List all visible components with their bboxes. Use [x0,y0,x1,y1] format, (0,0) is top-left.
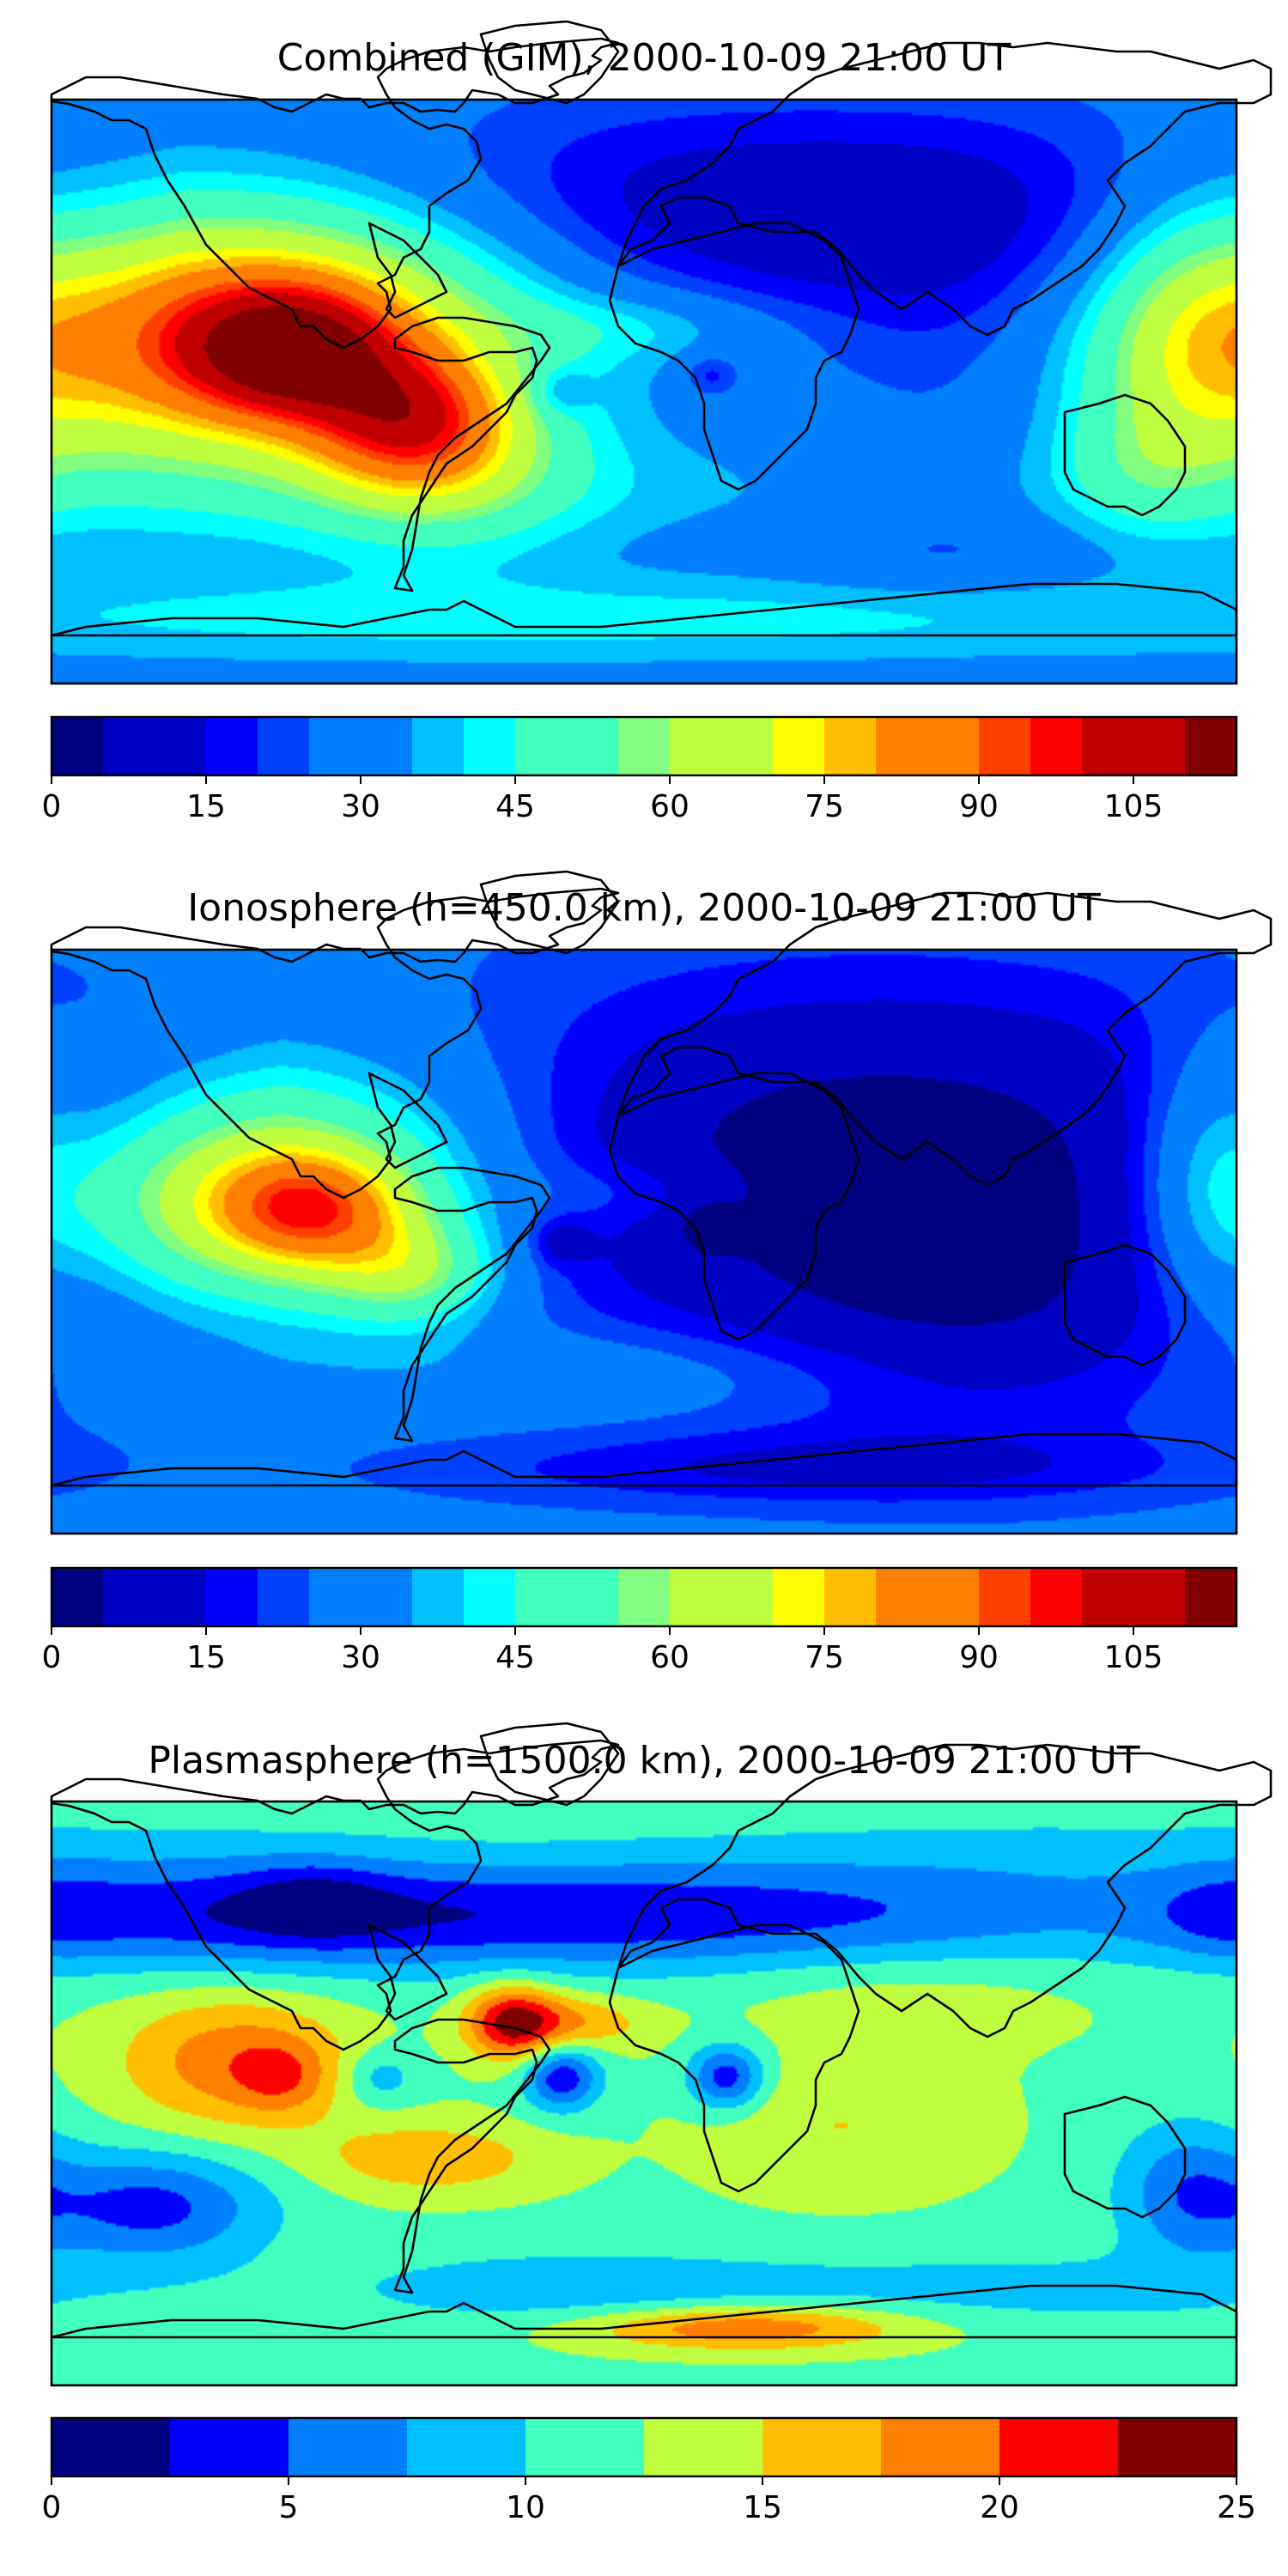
colorbar-swatch [876,1568,928,1626]
colorbar-tick-label: 75 [805,1640,844,1675]
colorbar-swatch [773,717,825,775]
contour-map [52,950,1236,1534]
colorbar-tick-label: 20 [980,2490,1019,2525]
map-frame [50,20,1273,685]
colorbar-border [50,2416,1238,2478]
colorbar-swatch [515,1568,568,1626]
panel-title: Plasmasphere (h=1500.0 km), 2000-10-09 2… [148,1739,1139,1783]
map-frame [50,1722,1273,2387]
colorbar-swatch [1082,717,1134,775]
colorbar-swatch [1082,1568,1134,1626]
colorbar-swatch [206,1568,258,1626]
colorbar-tick-label: 5 [279,2490,299,2525]
colorbar-tick-label: 60 [650,1640,690,1675]
contour-map [52,1801,1236,2385]
colorbar-tick-label: 75 [805,789,844,824]
colorbar: 0 15 30 45 60 75 90 105 [42,715,1238,824]
colorbar-swatch [927,717,980,775]
colorbar: 0 15 30 45 60 75 90 105 [42,1566,1238,1675]
colorbar-tick-label: 10 [506,2490,545,2525]
colorbar-tick-label: 15 [186,1640,226,1675]
colorbar-tick-label: 0 [42,1640,62,1675]
colorbar-swatch [309,1568,361,1626]
colorbar-swatch [773,1568,825,1626]
colorbar-swatch [567,717,619,775]
colorbar-swatch [721,1568,774,1626]
panel-combined: Combined (GIM), 2000-10-09 21:00 UT 0 15 3… [42,20,1273,824]
colorbar-swatch [762,2418,882,2476]
colorbar-border [50,1566,1238,1628]
colorbar-tick-label: 0 [42,2490,62,2525]
colorbar-swatch [52,2418,171,2476]
colorbar-swatch [1185,1568,1237,1626]
colorbar-swatch [881,2418,1000,2476]
colorbar-swatch [170,2418,289,2476]
colorbar-tick-label: 30 [341,789,380,824]
colorbar-tick-label: 60 [650,789,690,824]
colorbar-swatch [289,2418,408,2476]
map-border [50,98,1238,685]
colorbar-swatch [567,1568,619,1626]
colorbar-swatch [52,1568,104,1626]
colorbar-swatch [824,1568,877,1626]
panel-ionosphere: Ionosphere (h=450.0 km), 2000-10-09 21:0… [42,870,1273,1675]
colorbar-swatch [979,1568,1031,1626]
colorbar-swatch [618,1568,671,1626]
colorbar-tick-label: 0 [42,789,62,824]
colorbar-swatch [1133,1568,1186,1626]
colorbar-swatch [309,717,361,775]
colorbar-border [50,715,1238,777]
colorbar-swatch [1133,717,1186,775]
colorbar-tick-label: 30 [341,1640,380,1675]
map-frame [50,870,1273,1535]
contour-map [52,100,1236,683]
colorbar-tick-label: 90 [959,1640,999,1675]
colorbar-swatch [206,717,258,775]
colorbar-tick-label: 45 [495,789,535,824]
colorbar-swatch [618,717,671,775]
colorbar-swatch [52,717,104,775]
colorbar-tick-label: 15 [186,789,226,824]
colorbar-swatch [927,1568,980,1626]
map-border [50,948,1238,1535]
colorbar-swatch [412,1568,465,1626]
colorbar-swatch [361,717,413,775]
panel-title: Combined (GIM), 2000-10-09 21:00 UT [277,36,1012,80]
colorbar-tick-label: 105 [1104,1640,1163,1675]
colorbar-swatch [1118,2418,1237,2476]
colorbar-swatch [361,1568,413,1626]
colorbar-tick-label: 90 [959,789,999,824]
colorbar-swatch [999,2418,1119,2476]
colorbar-swatch [103,1568,155,1626]
colorbar-swatch [526,2418,645,2476]
colorbar-swatch [1185,717,1237,775]
colorbar-swatch [721,717,774,775]
colorbar-swatch [464,717,516,775]
colorbar-swatch [979,717,1031,775]
colorbar-swatch [670,717,722,775]
colorbar-swatch [515,717,568,775]
colorbar-tick-label: 45 [495,1640,535,1675]
colorbar-swatch [412,717,465,775]
colorbar-swatch [407,2418,526,2476]
colorbar-swatch [258,717,310,775]
colorbar-swatch [155,717,207,775]
map-border [50,1800,1238,2387]
colorbar-swatch [258,1568,310,1626]
colorbar-swatch [103,717,155,775]
colorbar-swatch [670,1568,722,1626]
colorbar-tick-label: 15 [743,2490,782,2525]
colorbar-tick-label: 25 [1217,2490,1256,2525]
colorbar-swatch [155,1568,207,1626]
colorbar-swatch [1030,1568,1083,1626]
colorbar-swatch [876,717,928,775]
colorbar-swatch [1030,717,1083,775]
panel-plasmasphere: Plasmasphere (h=1500.0 km), 2000-10-09 2… [42,1722,1273,2525]
colorbar-tick-label: 105 [1104,789,1163,824]
colorbar-swatch [464,1568,516,1626]
colorbar-swatch [824,717,877,775]
colorbar: 0 5 10 15 20 25 [42,2416,1256,2525]
colorbar-swatch [644,2418,763,2476]
